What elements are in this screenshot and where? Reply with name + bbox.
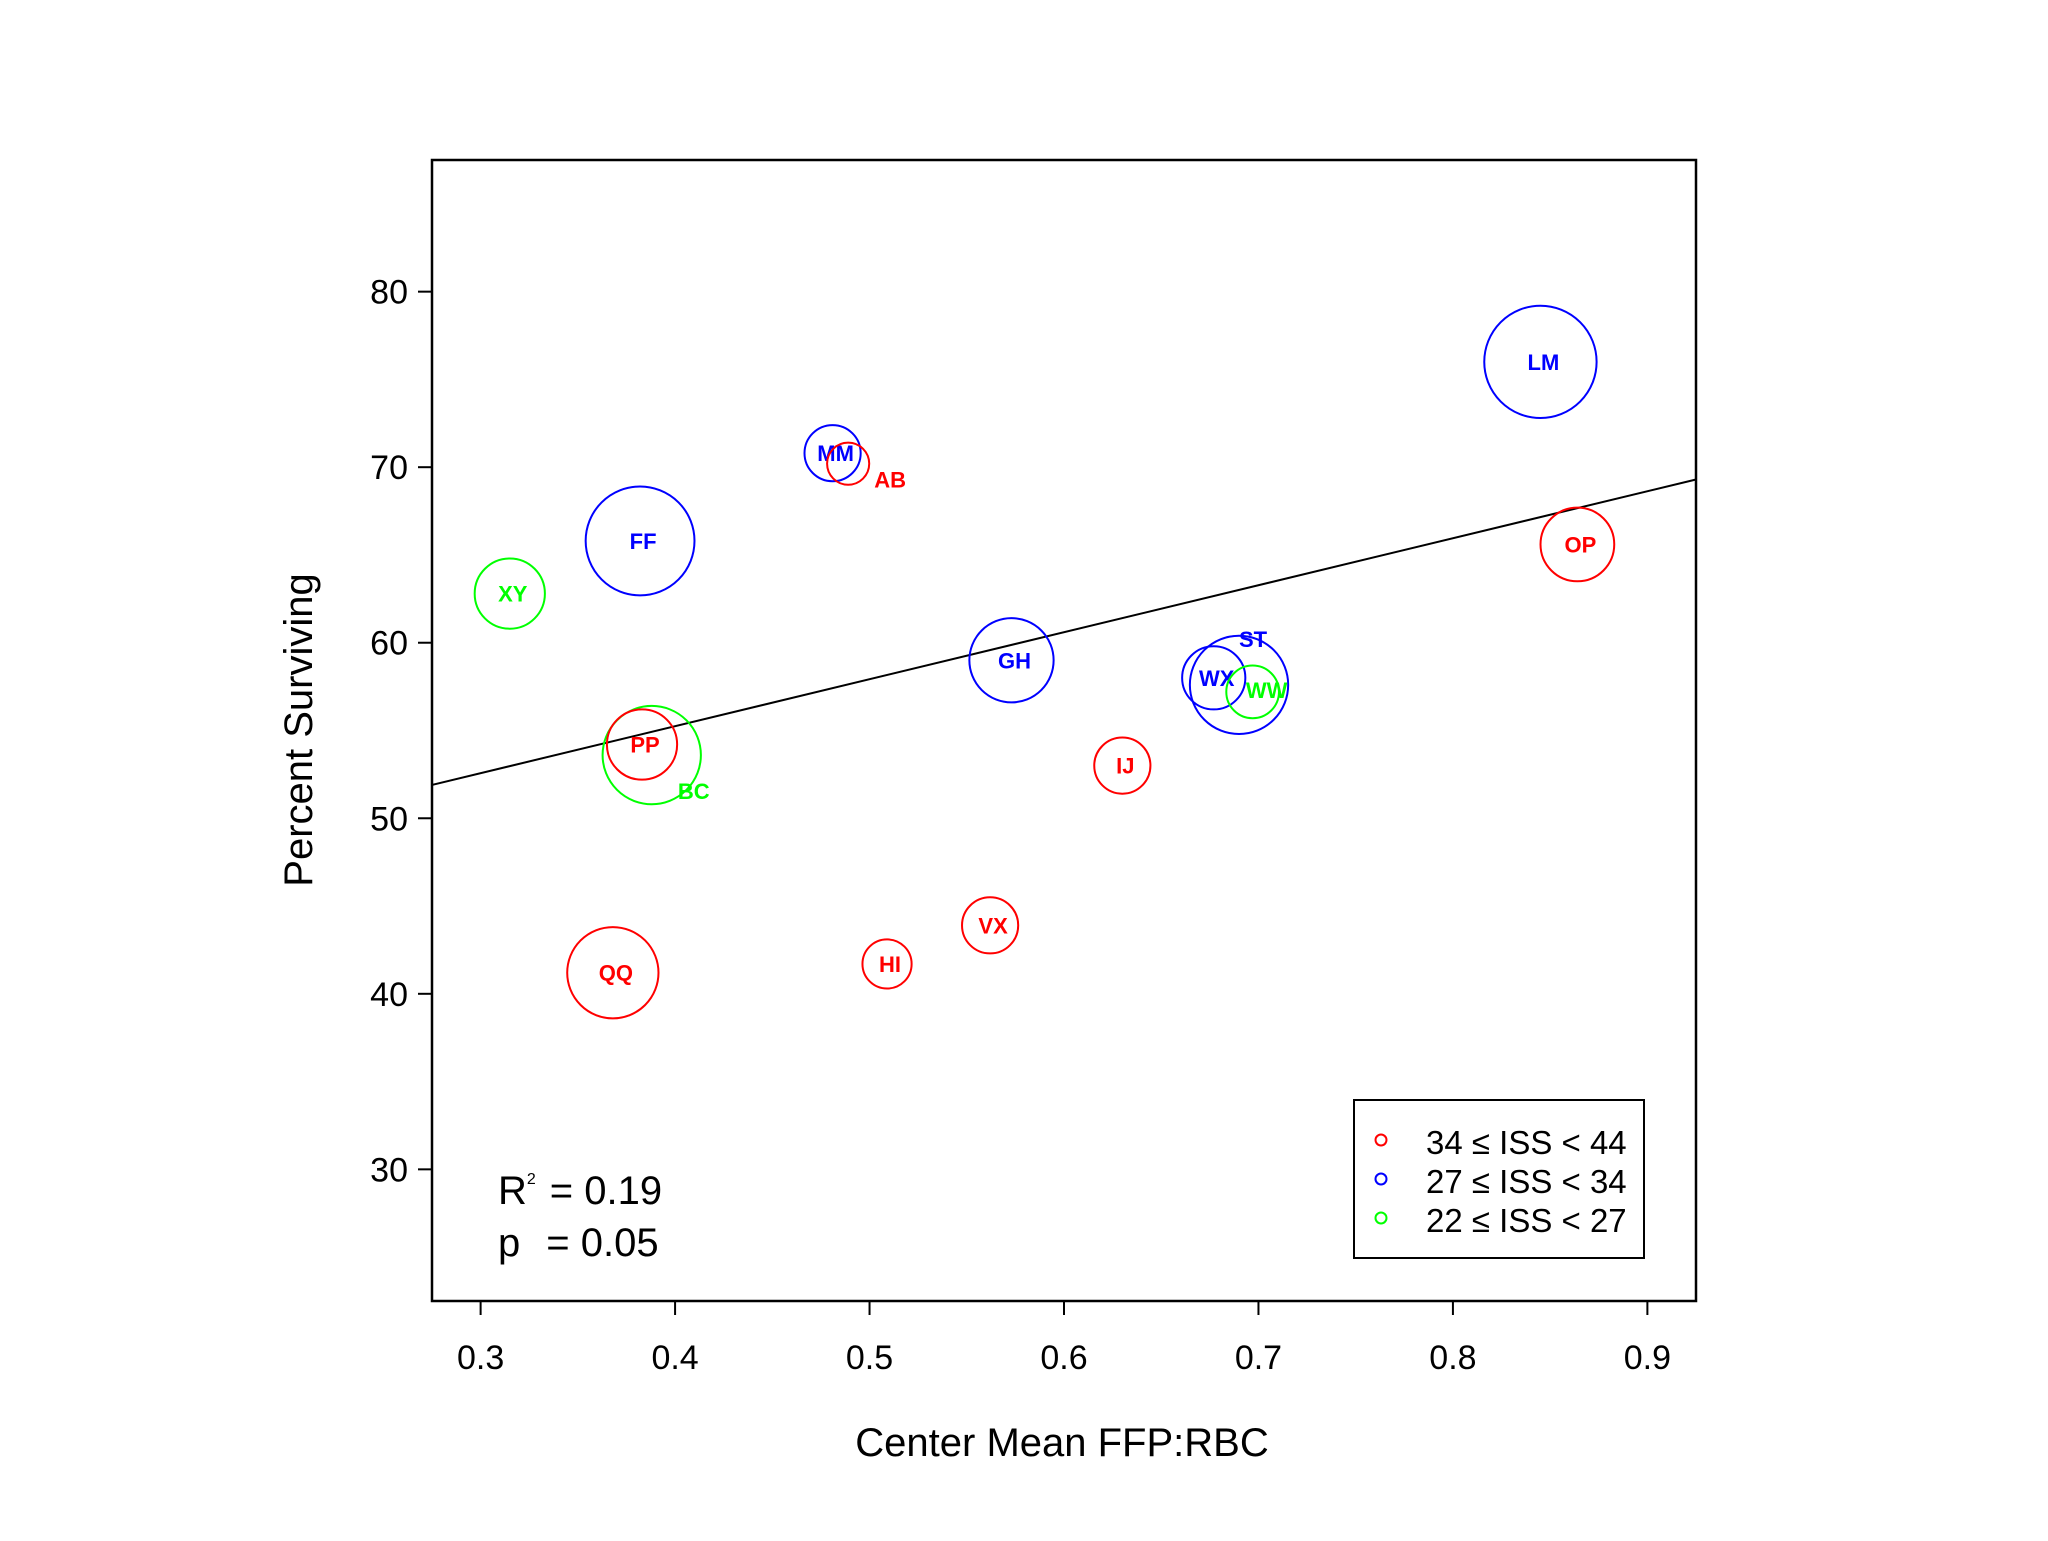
point-label-lm: LM: [1528, 350, 1560, 375]
legend-box: [1353, 1099, 1645, 1259]
point-label-mm: MM: [817, 441, 854, 466]
point-label-qq: QQ: [599, 961, 633, 986]
bubble-vx: [961, 896, 1020, 955]
bubble-op: [1539, 506, 1616, 583]
point-label-ij: IJ: [1116, 754, 1134, 779]
p-label: p: [498, 1221, 520, 1265]
point-label-bc: BC: [678, 779, 710, 804]
y-tick-label: 30: [370, 1151, 408, 1189]
bubble-lm: [1483, 304, 1598, 420]
x-axis-title: Center Mean FFP:RBC: [855, 1421, 1268, 1465]
bubble-ij: [1093, 736, 1152, 795]
trend-line: [431, 478, 1697, 786]
point-label-xy: XY: [498, 582, 528, 607]
point-label-vx: VX: [978, 913, 1008, 938]
r2-superscript: 2: [527, 1171, 536, 1188]
bubble-bc: [601, 704, 702, 806]
x-tick-label: 0.7: [1235, 1339, 1282, 1377]
bubble-ab: [826, 441, 871, 486]
point-label-st: ST: [1239, 627, 1268, 652]
x-tick-label: 0.8: [1429, 1339, 1476, 1377]
p-value: = 0.05: [546, 1221, 658, 1265]
point-label-ww: WW: [1246, 678, 1288, 703]
svg-text:R2= 0.19: R2 = 0.19: [498, 1169, 662, 1213]
x-tick-label: 0.5: [846, 1339, 893, 1377]
legend-label-green: 22 ≤ ISS < 27: [1426, 1202, 1627, 1239]
bubble-ww: [1225, 664, 1280, 720]
r2-value: = 0.19: [550, 1169, 662, 1213]
stats-annotation: R2 = 0.19 p = 0.05: [498, 1169, 662, 1265]
point-label-gh: GH: [998, 648, 1031, 673]
y-tick-label: 80: [370, 274, 408, 312]
y-axis: 30 40 50 60 70 80: [370, 274, 432, 1189]
point-label-ff: FF: [630, 529, 657, 554]
x-axis: 0.3 0.4 0.5 0.6 0.7 0.8 0.9: [457, 1301, 1671, 1377]
bubble-pp: [605, 708, 679, 781]
y-tick-label: 60: [370, 625, 408, 663]
x-tick-label: 0.4: [651, 1339, 698, 1377]
x-tick-label: 0.3: [457, 1339, 504, 1377]
y-tick-label: 40: [370, 976, 408, 1014]
bubble-qq: [566, 926, 660, 1020]
y-tick-label: 50: [370, 800, 408, 838]
legend-marker-green: [1374, 1211, 1388, 1225]
legend-label-red: 34 ≤ ISS < 44: [1426, 1124, 1627, 1161]
x-tick-label: 0.9: [1624, 1339, 1671, 1377]
r2-prefix: R: [498, 1169, 527, 1213]
point-label-ab: AB: [874, 468, 906, 493]
y-axis-title: Percent Surviving: [277, 573, 321, 886]
bubble-mm: [803, 424, 862, 483]
legend-marker-red: [1374, 1133, 1388, 1147]
point-label-wx: WX: [1199, 666, 1235, 691]
bubble-xy: [473, 557, 546, 630]
trend-line-group: [431, 478, 1697, 786]
point-label-hi: HI: [879, 952, 901, 977]
y-tick-label: 70: [370, 449, 408, 487]
point-label-pp: PP: [630, 733, 659, 758]
bubble-wx: [1181, 645, 1247, 711]
bubble-ff: [584, 485, 696, 597]
bubble-st: [1188, 634, 1290, 736]
bubble-gh: [968, 617, 1055, 704]
bubble-hi: [861, 938, 913, 990]
legend-label-blue: 27 ≤ ISS < 34: [1426, 1163, 1627, 1200]
x-tick-label: 0.6: [1040, 1339, 1087, 1377]
point-label-op: OP: [1564, 532, 1596, 557]
svg-text:p= 0.05: p = 0.05: [498, 1221, 659, 1265]
legend-marker-blue: [1374, 1172, 1388, 1186]
